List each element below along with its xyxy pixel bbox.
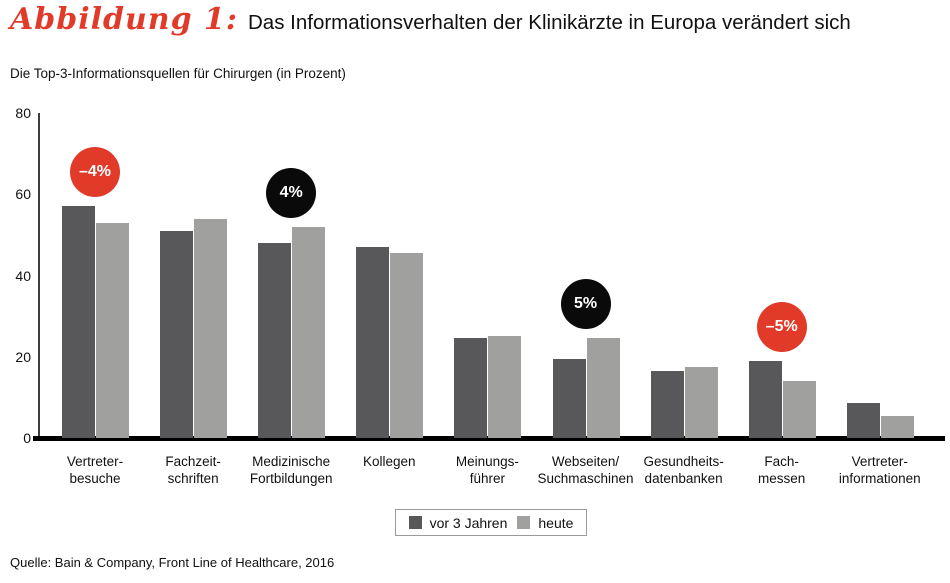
bar-heute bbox=[782, 381, 816, 438]
legend-swatch bbox=[517, 516, 531, 529]
bar-heute bbox=[390, 253, 424, 438]
bar-vor-3-jahren bbox=[160, 230, 194, 438]
y-axis-tick-label: 20 bbox=[15, 348, 31, 365]
figure-label: Abbildung 1: bbox=[10, 2, 238, 37]
increase-bubble: 4% bbox=[266, 167, 317, 218]
category-label: Gesundheits-datenbanken bbox=[643, 454, 724, 486]
bar-vor-3-jahren bbox=[258, 243, 292, 438]
source-note: Quelle: Bain & Company, Front Line of He… bbox=[10, 555, 335, 570]
legend: vor 3 Jahren heute bbox=[395, 509, 587, 536]
bar-vor-3-jahren bbox=[552, 358, 586, 438]
bar-heute bbox=[292, 226, 326, 438]
page-title: Das Informationsverhalten der Klinikärzt… bbox=[248, 11, 851, 34]
bar-vor-3-jahren bbox=[650, 370, 684, 438]
legend-item: vor 3 Jahren bbox=[408, 514, 508, 531]
y-axis-tick-label: 0 bbox=[23, 430, 31, 446]
bar-heute bbox=[194, 218, 228, 438]
bar-vor-3-jahren bbox=[748, 360, 782, 438]
category-label: Fachzeit-schriften bbox=[165, 454, 221, 486]
x-axis-line bbox=[33, 436, 945, 441]
figure-title-row: Abbildung 1: Das Informationsverhalten d… bbox=[10, 2, 851, 37]
category-label: Medizinische Fortbildungen bbox=[249, 454, 333, 486]
legend-label: vor 3 Jahren bbox=[429, 514, 508, 531]
increase-bubble: 5% bbox=[560, 279, 611, 330]
y-axis-tick-label: 80 bbox=[15, 105, 31, 121]
category-label: Vertreter-informationen bbox=[838, 454, 921, 486]
y-axis-tick-label: 60 bbox=[15, 186, 31, 203]
bar-vor-3-jahren bbox=[356, 247, 390, 438]
legend-item: heute bbox=[517, 515, 573, 531]
category-label: Vertreter-besuche bbox=[66, 454, 124, 486]
decrease-bubble: –5% bbox=[756, 301, 807, 352]
bar-vor-3-jahren bbox=[454, 338, 488, 438]
bar-vor-3-jahren bbox=[846, 403, 880, 438]
category-label: Webseiten/Suchmaschinen bbox=[537, 454, 634, 486]
bar-vor-3-jahren bbox=[62, 206, 95, 438]
y-axis-line bbox=[38, 113, 40, 438]
bar-heute bbox=[684, 366, 718, 438]
bar-heute bbox=[880, 415, 914, 438]
chart-subtitle: Die Top-3-Informationsquellen für Chirur… bbox=[10, 66, 346, 81]
category-label: Fach-messen bbox=[758, 454, 806, 486]
category-label: Meinungs-führer bbox=[455, 454, 519, 486]
bar-heute bbox=[96, 222, 129, 438]
bar-heute bbox=[488, 336, 522, 438]
legend-label: heute bbox=[538, 514, 574, 531]
bar-heute bbox=[586, 338, 620, 438]
legend-swatch bbox=[408, 516, 422, 529]
y-axis-tick-label: 40 bbox=[15, 267, 31, 284]
category-label: Kollegen bbox=[363, 454, 416, 469]
decrease-bubble: –4% bbox=[70, 147, 120, 198]
